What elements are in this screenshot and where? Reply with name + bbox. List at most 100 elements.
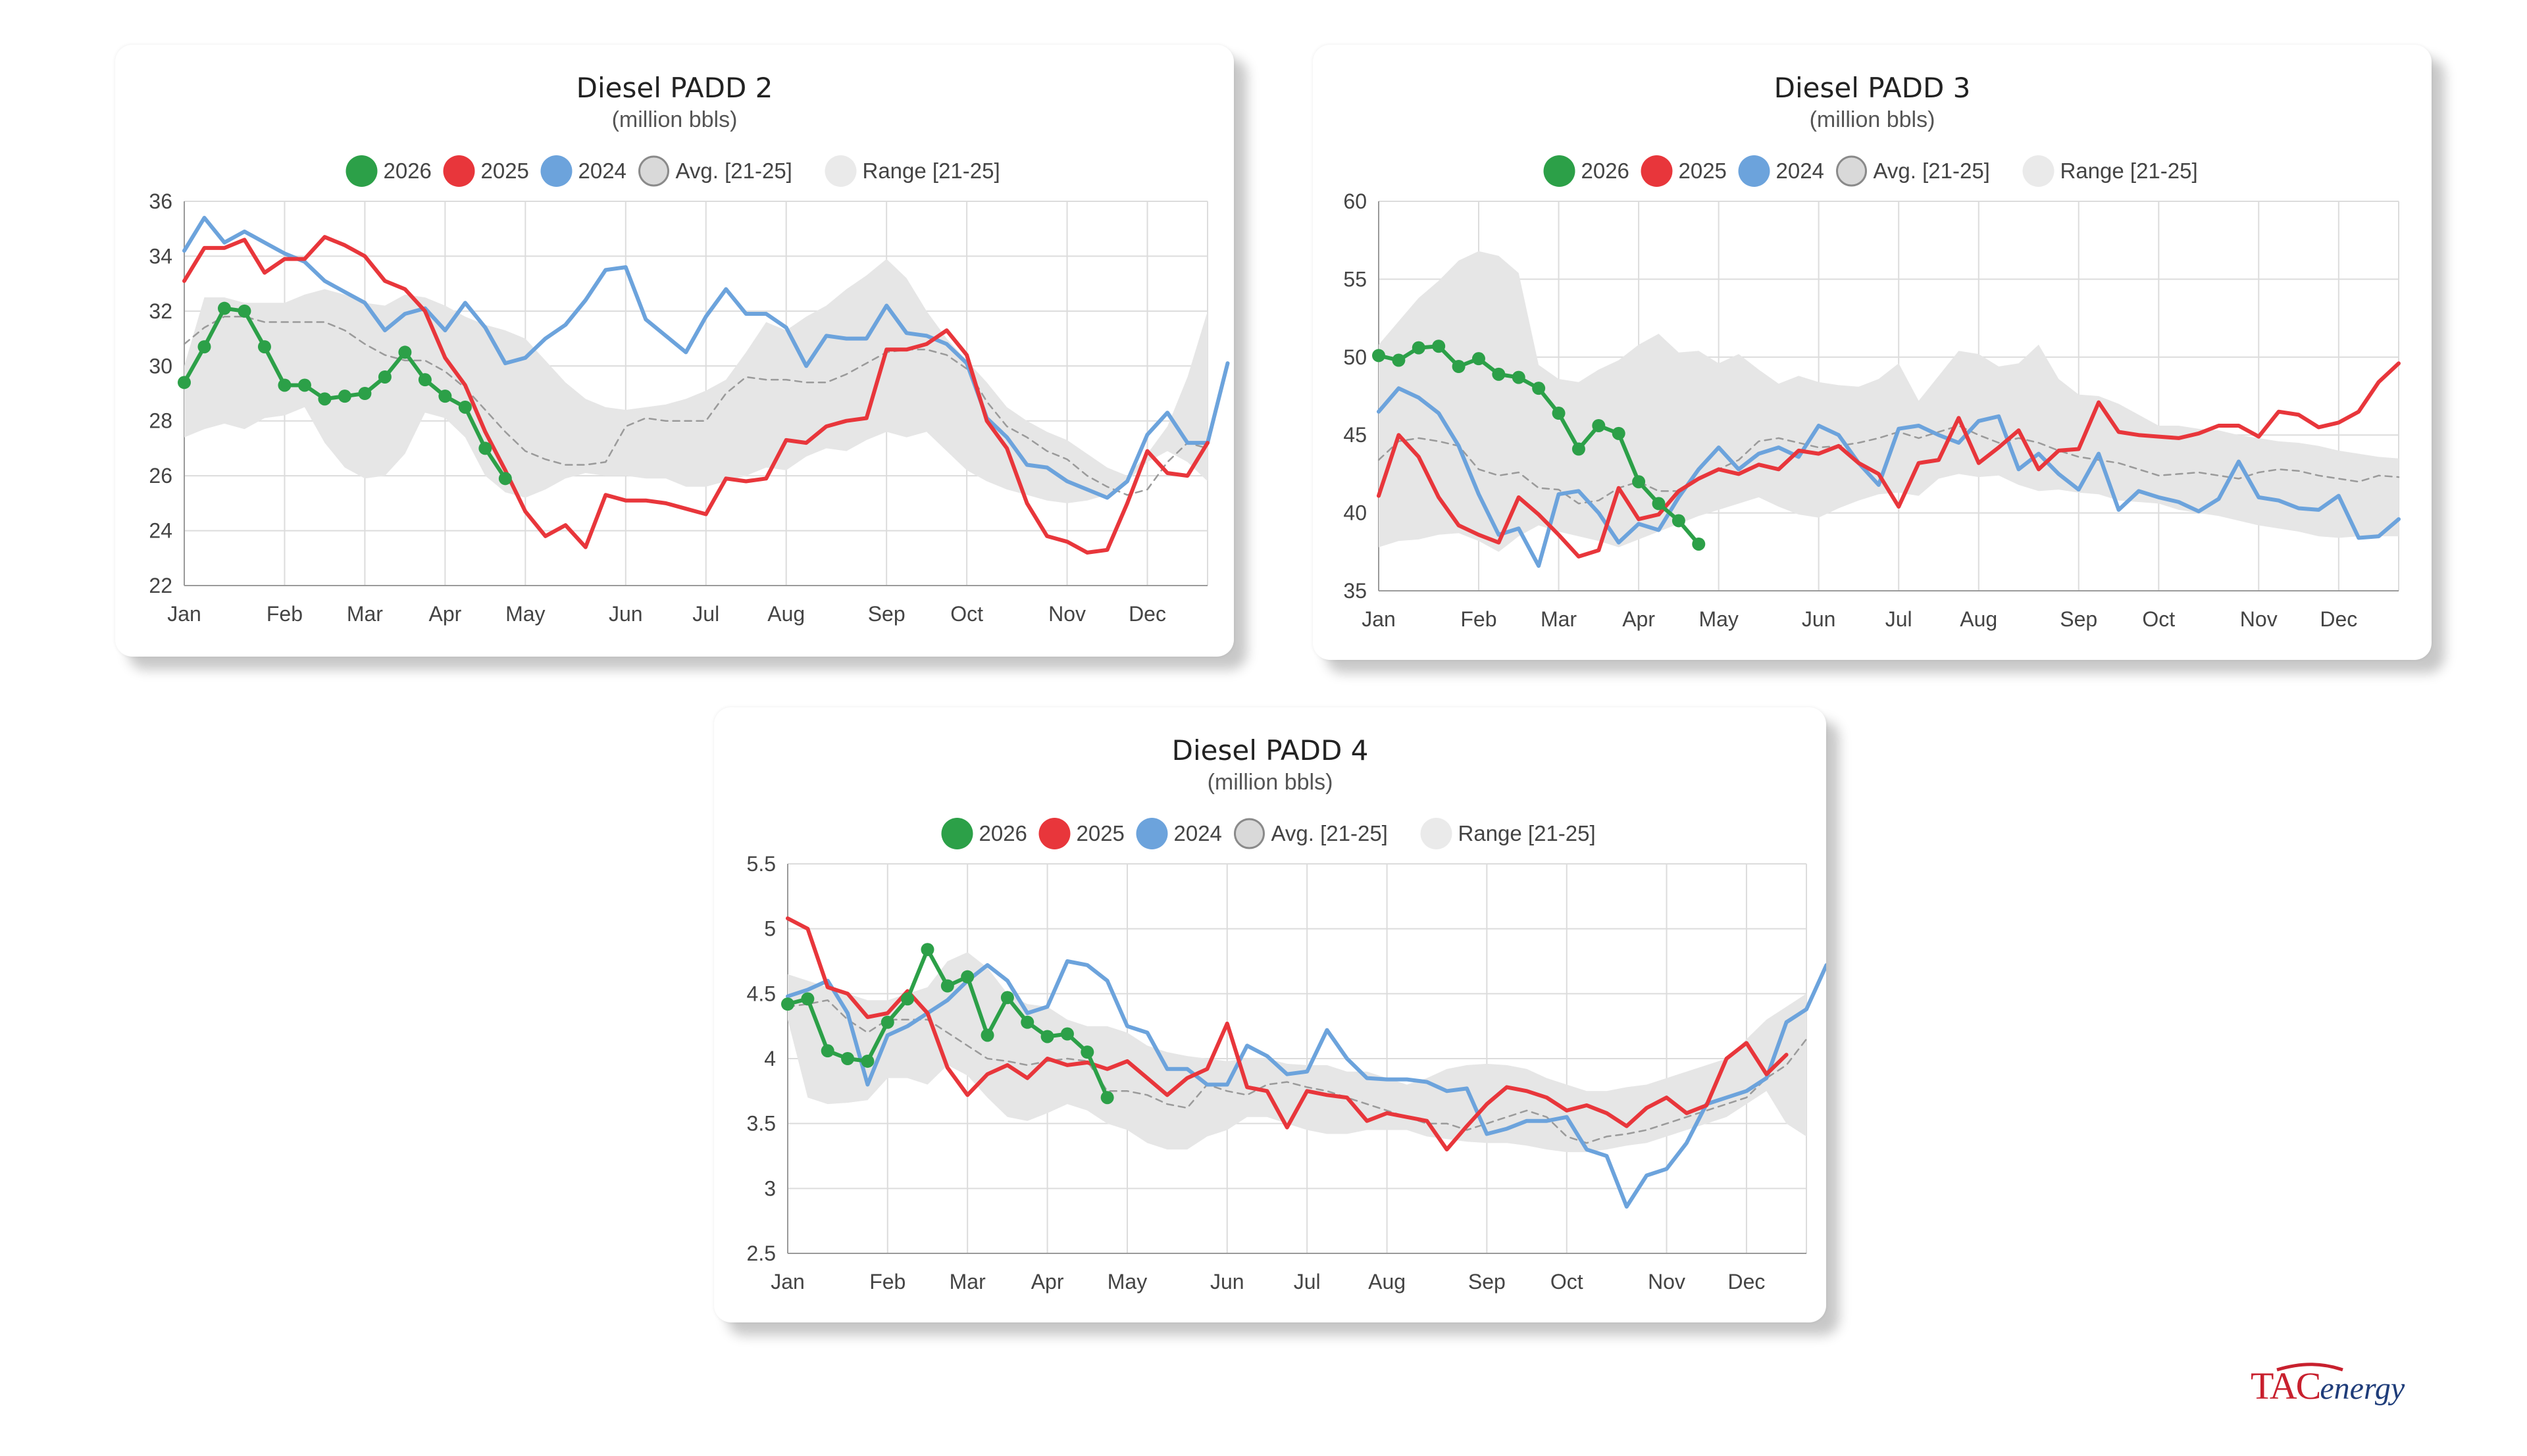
legend-swatch [1136,818,1168,849]
data-point-2026 [821,1044,834,1058]
y-tick-label: 45 [1343,423,1367,447]
data-point-2026 [1081,1045,1094,1059]
legend-item-2026[interactable]: 2026 [1543,155,1629,187]
data-point-2026 [1552,407,1566,420]
x-tick-label: Dec [2320,607,2357,631]
legend-swatch [1738,155,1770,187]
legend-swatch [443,155,475,187]
legend-item-2025[interactable]: 2025 [1641,155,1727,187]
legend-label: Range [21-25] [2060,159,2198,183]
legend-label: 2026 [1581,159,1629,183]
x-tick-label: Sep [868,602,906,626]
x-tick-label: Dec [1129,602,1166,626]
x-tick-label: Apr [428,602,461,626]
x-tick-label: Jan [771,1270,805,1293]
legend-item-range-21-25-[interactable]: Range [21-25] [2022,155,2198,187]
legend-item-range-21-25-[interactable]: Range [21-25] [1420,818,1596,849]
chart-card-padd4: Diesel PADD 4 (million bbls) 2026 2025 2024 A… [714,707,1826,1322]
chart-card-padd2: Diesel PADD 2 (million bbls) 2026 2025 2024 A… [115,45,1234,657]
data-point-2026 [841,1052,855,1065]
data-point-2026 [1571,442,1585,456]
data-point-2026 [1632,475,1646,489]
data-point-2026 [940,979,954,993]
series-line-2025 [1377,361,2401,559]
x-tick-label: Sep [1468,1270,1506,1293]
legend-label: 2024 [1174,821,1222,845]
data-point-2026 [1512,370,1525,384]
x-tick-label: Nov [2240,607,2278,631]
y-tick-label: 60 [1343,189,1367,213]
x-tick-label: Nov [1648,1270,1685,1293]
series-line-2025 [182,235,1210,555]
legend-item-avg-21-25-[interactable]: Avg. [21-25] [1234,818,1388,849]
data-point-2026 [1652,497,1666,511]
x-tick-label: Jul [692,602,719,626]
data-point-2026 [257,340,271,354]
x-tick-label: Feb [1460,607,1496,631]
legend-item-2024[interactable]: 2024 [1738,155,1824,187]
x-tick-label: Mar [347,602,383,626]
legend-item-range-21-25-[interactable]: Range [21-25] [825,155,1000,187]
y-tick-label: 28 [149,409,172,433]
data-point-2026 [338,389,351,403]
data-point-2026 [1000,991,1014,1005]
y-tick-label: 24 [149,519,172,543]
legend-item-2024[interactable]: 2024 [1136,818,1222,849]
y-tick-label: 50 [1343,345,1367,369]
legend-item-2026[interactable]: 2026 [941,818,1027,849]
legend-swatch [2022,155,2055,187]
y-tick-label: 3.5 [747,1112,776,1136]
chart-legend: 2026 2025 2024 Avg. [21-25] Range [21-25] [941,818,1596,849]
y-tick-label: 35 [1343,579,1367,603]
x-tick-label: Jun [609,602,643,626]
data-point-2026 [398,345,412,359]
data-point-2026 [197,340,211,354]
data-point-2026 [217,301,231,315]
legend-item-2026[interactable]: 2026 [345,155,432,187]
chart-subtitle: (million bbls) [1208,770,1333,795]
series-line-2024 [1377,386,2401,568]
data-point-2026 [1392,353,1406,367]
chart-padd3: Diesel PADD 3 (million bbls) 2026 2025 2024 A… [1343,72,2401,631]
y-tick-label: 40 [1343,501,1367,525]
y-tick-label: 32 [149,299,172,323]
legend-item-avg-21-25-[interactable]: Avg. [21-25] [1836,155,1990,187]
y-tick-label: 4.5 [747,982,776,1005]
chart-title: Diesel PADD 2 [576,72,773,104]
x-tick-label: Mar [1541,607,1577,631]
data-point-2026 [1452,360,1466,374]
legend-item-2024[interactable]: 2024 [540,155,626,187]
chart-subtitle: (million bbls) [612,107,738,132]
chart-title: Diesel PADD 4 [1172,734,1369,766]
data-point-2026 [1021,1015,1034,1029]
legend-label: Range [21-25] [863,159,1000,183]
x-tick-label: Aug [1368,1270,1406,1293]
data-point-2026 [1412,341,1425,355]
chart-subtitle: (million bbls) [1810,107,1935,132]
x-tick-label: Jan [167,602,201,626]
y-tick-label: 5.5 [747,852,776,876]
legend-label: Avg. [21-25] [1874,159,1990,183]
legend-swatch [345,155,378,187]
data-point-2026 [1612,426,1625,440]
legend-swatch [1641,155,1673,187]
legend-item-2025[interactable]: 2025 [443,155,529,187]
data-point-2026 [178,376,191,389]
x-tick-label: Oct [2142,607,2175,631]
range-band [1379,251,2399,552]
logo-wordmark: TACenergy [2251,1365,2405,1407]
legend-item-avg-21-25-[interactable]: Avg. [21-25] [638,155,792,187]
x-tick-label: Oct [1550,1270,1583,1293]
y-tick-label: 36 [149,189,172,213]
x-tick-label: Jun [1210,1270,1244,1293]
data-point-2026 [1532,382,1546,395]
x-tick-label: Jan [1362,607,1396,631]
data-point-2026 [901,992,915,1006]
data-point-2026 [358,387,372,400]
data-point-2026 [981,1028,994,1042]
legend-item-2025[interactable]: 2025 [1038,818,1125,849]
x-tick-label: May [1698,607,1738,631]
legend-label: 2025 [481,159,529,183]
legend-swatch [1234,818,1265,849]
x-tick-label: Mar [950,1270,986,1293]
